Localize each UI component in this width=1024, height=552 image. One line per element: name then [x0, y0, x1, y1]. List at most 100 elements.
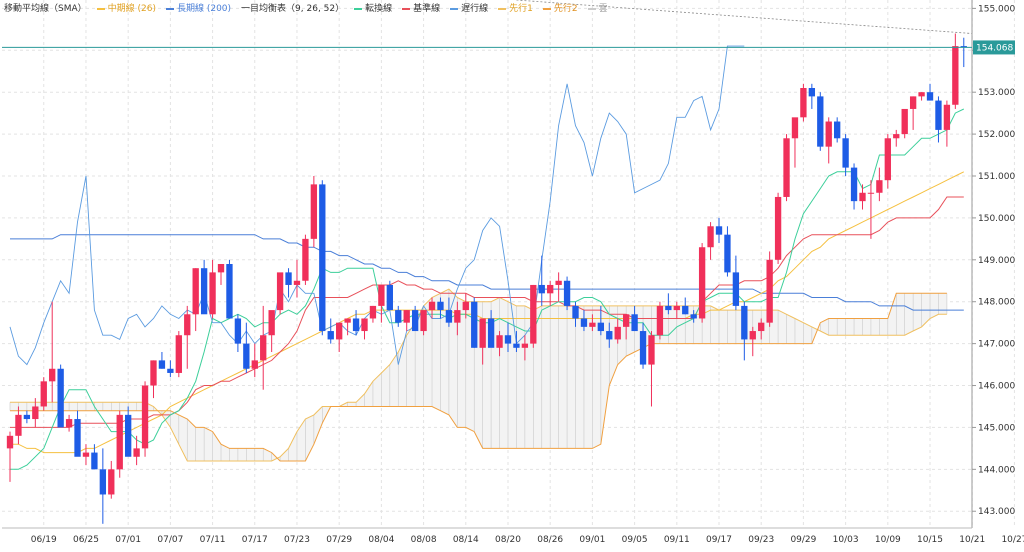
candle [656, 301, 664, 340]
candle [935, 96, 942, 143]
x-tick-label: 07/17 [242, 535, 268, 545]
y-tick-label: 147.000 [978, 340, 1015, 350]
trend-line [516, 0, 973, 34]
candle-body [386, 284, 393, 311]
candle [614, 318, 621, 344]
x-tick-label: 06/25 [73, 535, 99, 545]
legend-chikou[interactable]: 遅行線 [450, 2, 488, 16]
candle [758, 318, 765, 340]
y-tick-label: 144.000 [978, 465, 1015, 475]
candle-body [15, 414, 22, 436]
candle-body [167, 368, 174, 373]
candle-body [65, 419, 73, 428]
candle [876, 167, 883, 202]
candle [125, 406, 132, 457]
candle-body [926, 92, 934, 101]
candle-body [57, 368, 64, 428]
candle-body [158, 360, 166, 369]
candle [859, 184, 866, 210]
y-tick-label: 148.000 [978, 298, 1015, 308]
candle [32, 398, 39, 428]
legend-senkou2[interactable]: 先行2 [542, 2, 578, 16]
candle [825, 117, 832, 164]
candle [530, 284, 537, 348]
candle-body [876, 180, 883, 193]
candle [116, 410, 123, 478]
legend-mid[interactable]: 中期線 (26) [96, 2, 156, 16]
candle [842, 134, 849, 176]
candle [622, 314, 630, 340]
candle [487, 310, 495, 348]
candle [65, 414, 73, 432]
tenkan-line [10, 108, 965, 470]
candle-body [665, 305, 672, 311]
candle-body [791, 117, 799, 139]
candle-body [817, 96, 824, 147]
candle-body [479, 318, 486, 348]
x-tick-label: 10/27 [1001, 535, 1024, 545]
candle [952, 33, 959, 109]
candle-body [496, 335, 503, 348]
candle [200, 259, 208, 315]
candle [909, 96, 917, 130]
candle [496, 331, 503, 357]
candle-body [774, 196, 782, 260]
x-tick-label: 08/20 [495, 535, 521, 545]
legend-tenkan[interactable]: 転換線 [354, 2, 392, 16]
candle [344, 318, 351, 336]
candle [682, 297, 689, 315]
candle-body [217, 264, 225, 273]
candle-body [40, 381, 47, 407]
candle [268, 310, 275, 352]
candle-body [614, 326, 621, 340]
candle [580, 310, 588, 332]
candle [834, 117, 841, 143]
candle-body [935, 100, 942, 130]
legend-long[interactable]: 長期線 (200) [165, 2, 231, 16]
candle-body [589, 322, 596, 327]
candle [606, 322, 613, 348]
legend-senkou1[interactable]: 先行1 [498, 2, 533, 16]
candle-body [437, 301, 444, 311]
candle-body [521, 343, 529, 348]
candle [479, 318, 486, 365]
candle-body [682, 305, 689, 315]
candle [648, 331, 655, 407]
candle [192, 268, 199, 332]
candle [327, 318, 334, 344]
y-tick-label: 149.000 [978, 256, 1015, 266]
legend-cloud[interactable]: 雲 [587, 2, 608, 16]
candle-body [580, 318, 588, 327]
candle-body [597, 322, 605, 332]
candle-body [513, 343, 520, 348]
candle-body [276, 272, 284, 311]
candle [462, 293, 469, 319]
candle [352, 310, 360, 336]
candle-body [82, 452, 90, 457]
candle [378, 284, 385, 323]
candle [234, 314, 242, 352]
kijun-line [10, 196, 964, 428]
candle [82, 444, 90, 466]
legend-kijun[interactable]: 基準線 [402, 2, 440, 16]
candle-body [175, 335, 182, 373]
candle-body [690, 314, 697, 319]
candle-body [538, 284, 545, 294]
candle [23, 410, 31, 424]
sma-mid-line [10, 171, 965, 454]
candle [310, 176, 318, 248]
candle-body [758, 322, 765, 332]
candle [293, 259, 301, 298]
candle [49, 301, 56, 403]
candle [665, 293, 672, 315]
candle [74, 410, 81, 457]
candle-body [251, 360, 258, 369]
candle-body [656, 305, 664, 336]
candle-body [631, 314, 638, 332]
candle [319, 180, 326, 336]
candle-body [884, 138, 891, 181]
candle-body [285, 272, 292, 285]
candle [158, 352, 166, 369]
